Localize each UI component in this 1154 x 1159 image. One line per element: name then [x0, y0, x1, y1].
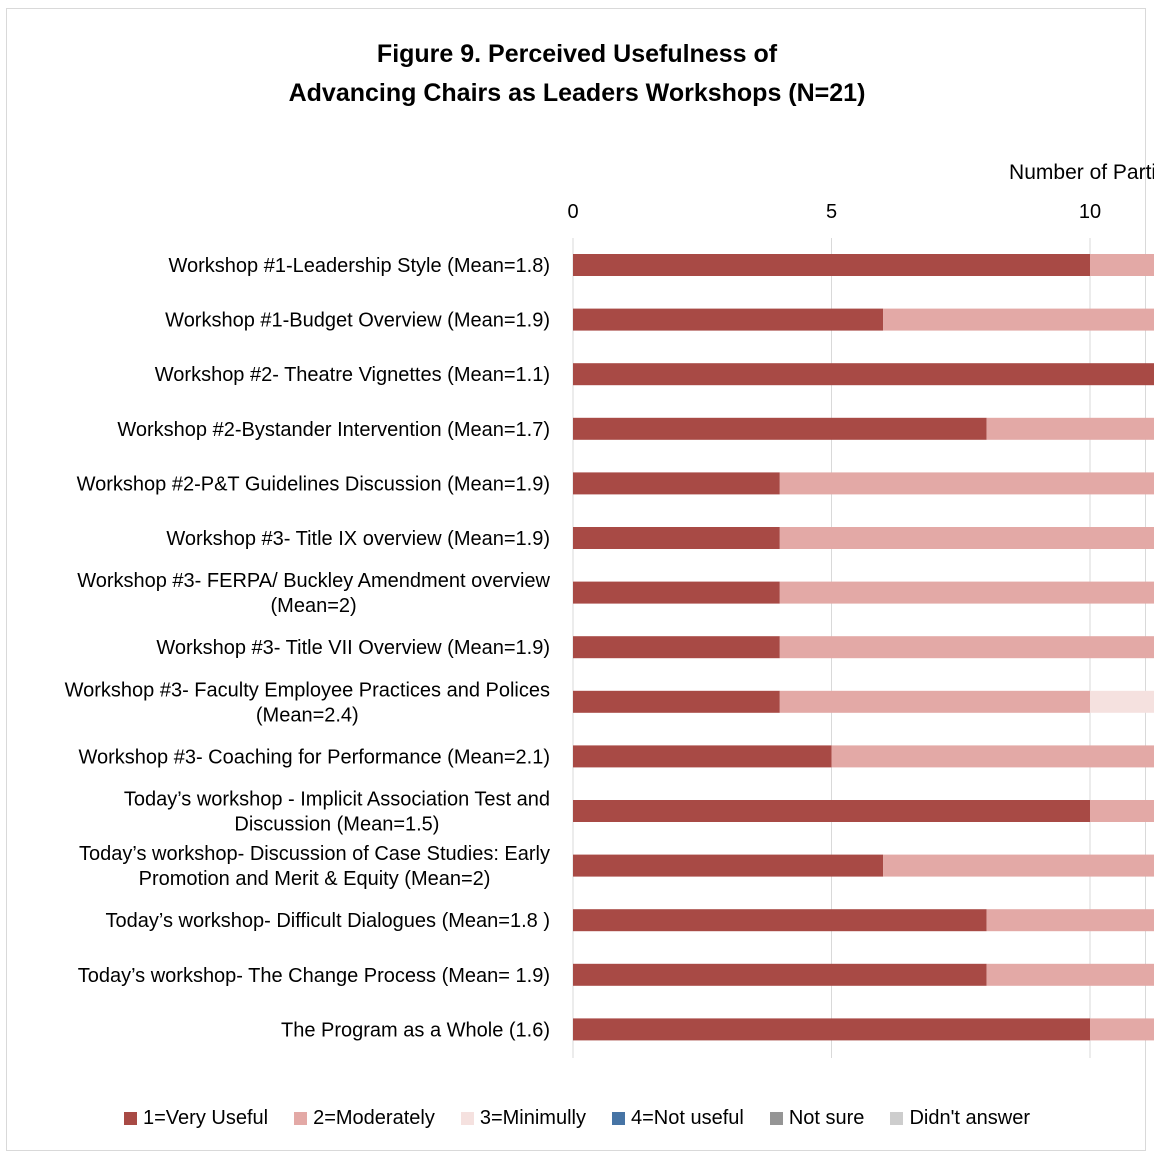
bar-chart: Number of Participants05101520 Workshop …: [0, 0, 1154, 1100]
legend-item: Didn't answer: [890, 1107, 1030, 1130]
legend-label: Didn't answer: [909, 1107, 1030, 1130]
bar-segment: [573, 472, 780, 494]
bar-segment: [573, 254, 1090, 276]
bar-segment: [573, 909, 987, 931]
category-label: Workshop #3- Title IX overview (Mean=1.9…: [166, 528, 550, 550]
category-label: Today’s workshop - Implicit Association …: [124, 789, 550, 836]
bar-segment: [780, 472, 1154, 494]
bar-segment: [573, 745, 832, 767]
bar-segment: [573, 691, 780, 713]
legend-label: 1=Very Useful: [143, 1107, 268, 1130]
category-label: Workshop #3- Faculty Employee Practices …: [65, 679, 550, 726]
bar-segment: [780, 582, 1154, 604]
bar-segment: [883, 309, 1154, 331]
category-label: Today’s workshop- The Change Process (Me…: [78, 965, 550, 987]
category-label: Workshop #3- Coaching for Performance (M…: [78, 746, 550, 768]
category-label: Workshop #2-Bystander Intervention (Mean…: [117, 419, 550, 441]
legend-item: 2=Moderately: [294, 1107, 435, 1130]
bar-segment: [883, 855, 1154, 877]
legend-item: 3=Minimully: [461, 1107, 586, 1130]
bar-segment: [987, 418, 1154, 440]
legend-label: 4=Not useful: [631, 1107, 744, 1130]
bar-segment: [573, 418, 987, 440]
legend-swatch: [124, 1112, 137, 1125]
bar-segment: [573, 636, 780, 658]
legend-item: 4=Not useful: [612, 1107, 744, 1130]
bar-segment: [1090, 1018, 1154, 1040]
legend-swatch: [612, 1112, 625, 1125]
legend-label: 2=Moderately: [313, 1107, 435, 1130]
chart-legend: 1=Very Useful 2=Moderately 3=Minimully 4=No…: [0, 1107, 1154, 1130]
bar-segment: [573, 1018, 1090, 1040]
category-label: Workshop #3- Title VII Overview (Mean=1.…: [156, 637, 550, 659]
bar-segment: [573, 309, 883, 331]
bar-segment: [1090, 254, 1154, 276]
x-tick-label: 10: [1079, 201, 1101, 223]
legend-swatch: [294, 1112, 307, 1125]
category-label: Workshop #2-P&T Guidelines Discussion (M…: [77, 473, 550, 495]
category-label: Workshop #3- FERPA/ Buckley Amendment ov…: [77, 570, 550, 617]
bar-segment: [987, 964, 1154, 986]
bar-segment: [573, 582, 780, 604]
x-axis-title: Number of Participants: [1009, 161, 1154, 184]
bar-segment: [573, 363, 1154, 385]
legend-swatch: [770, 1112, 783, 1125]
x-tick-label: 0: [567, 201, 578, 223]
legend-label: 3=Minimully: [480, 1107, 586, 1130]
x-tick-label: 5: [826, 201, 837, 223]
legend-swatch: [890, 1112, 903, 1125]
category-label: Workshop #2- Theatre Vignettes (Mean=1.1…: [155, 364, 550, 386]
bar-segment: [573, 855, 883, 877]
legend-swatch: [461, 1112, 474, 1125]
bar-segment: [573, 964, 987, 986]
legend-item: 1=Very Useful: [124, 1107, 268, 1130]
category-label: Workshop #1-Budget Overview (Mean=1.9): [165, 310, 550, 332]
category-label: The Program as a Whole (1.6): [281, 1019, 550, 1041]
bar-segment: [987, 909, 1154, 931]
bar-segment: [1090, 691, 1154, 713]
category-label: Workshop #1-Leadership Style (Mean=1.8): [168, 255, 550, 277]
bar-segment: [780, 636, 1154, 658]
bar-segment: [1090, 800, 1154, 822]
bar-segment: [780, 527, 1154, 549]
bar-segment: [832, 745, 1154, 767]
legend-label: Not sure: [789, 1107, 865, 1130]
legend-item: Not sure: [770, 1107, 865, 1130]
category-label: Today’s workshop- Difficult Dialogues (M…: [106, 910, 550, 932]
bar-segment: [573, 527, 780, 549]
category-label: Today’s workshop- Discussion of Case Stu…: [79, 843, 550, 890]
bar-segment: [780, 691, 1090, 713]
bar-segment: [573, 800, 1090, 822]
